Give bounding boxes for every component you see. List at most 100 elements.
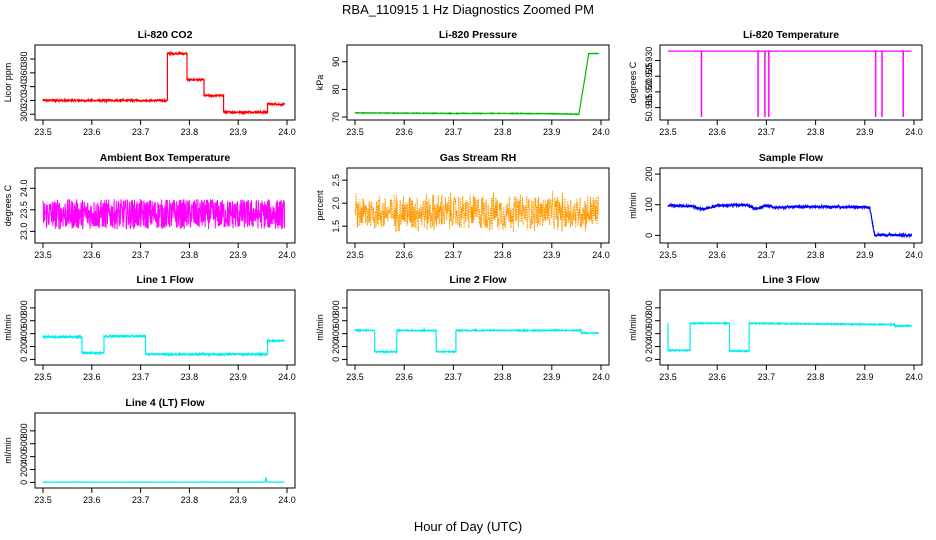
y-axis-label: degrees C — [3, 184, 13, 226]
panel-title: Li-820 CO2 — [138, 29, 193, 41]
x-tick-label: 24.0 — [905, 372, 923, 382]
panel-frame — [659, 167, 923, 244]
x-tick-label: 23.6 — [708, 127, 726, 137]
series-sample — [667, 202, 913, 239]
y-tick-label: 400 — [644, 326, 654, 341]
panel-line2: Line 2 Flow 23.5 23.6 23.7 23.8 23.9 24.0 0 2004… — [315, 274, 610, 382]
series-line — [42, 333, 286, 358]
y-tick-label: 24.0 — [19, 179, 29, 197]
x-tick-label: 23.9 — [543, 372, 561, 382]
y-tick-label: 800 — [644, 300, 654, 315]
y-tick-label: 200 — [19, 462, 29, 477]
x-tick-label: 24.0 — [278, 372, 296, 382]
x-tick-label: 23.8 — [807, 250, 825, 260]
x-tick-label: 23.5 — [659, 372, 677, 382]
y-tick-label: 80 — [331, 84, 341, 94]
x-tick-label: 23.6 — [708, 372, 726, 382]
y-tick-label: 100 — [644, 197, 654, 212]
panel-ambient: Ambient Box Temperature 23.5 23.6 23.7 23.8 2… — [3, 152, 296, 260]
figure-title: RBA_110915 1 Hz Diagnostics Zoomed PM — [342, 2, 594, 17]
x-tick-label: 23.5 — [34, 495, 52, 505]
y-tick-label: 800 — [331, 300, 341, 315]
y-tick-label: 1.5 — [331, 220, 341, 233]
panel-sample: Sample Flow 23.5 23.6 23.7 23.8 23.9 24.0 0 100 2… — [628, 152, 923, 260]
y-axis-label: percent — [315, 190, 325, 221]
series-line — [354, 327, 600, 355]
y-tick-label: 23.0 — [19, 223, 29, 241]
x-tick-label: 23.7 — [132, 127, 150, 137]
x-tick-label: 23.5 — [659, 127, 677, 137]
x-tick-label: 23.6 — [83, 495, 101, 505]
series-rh — [354, 191, 599, 233]
y-tick-label: 600 — [644, 313, 654, 328]
panel-title: Line 4 (LT) Flow — [125, 397, 205, 409]
x-tick-label: 24.0 — [592, 127, 610, 137]
panel-title: Line 1 Flow — [136, 274, 194, 286]
x-tick-label: 24.0 — [278, 127, 296, 137]
y-tick-label: 0 — [19, 357, 29, 362]
x-tick-label: 23.7 — [445, 250, 463, 260]
y-tick-label: 600 — [19, 436, 29, 451]
x-tick-label: 23.7 — [132, 250, 150, 260]
y-tick-label: 400 — [19, 449, 29, 464]
x-tick-label: 23.8 — [181, 372, 199, 382]
x-tick-label: 24.0 — [278, 250, 296, 260]
y-tick-label: 0 — [19, 480, 29, 485]
series-ambient — [42, 198, 286, 231]
y-tick-label: 50.930 — [644, 47, 654, 75]
series-co2 — [42, 50, 286, 116]
panel-title: Line 2 Flow — [449, 274, 507, 286]
panel-line3: Line 3 Flow 23.5 23.6 23.7 23.8 23.9 24.0 0 2004… — [628, 274, 923, 382]
panel-title: Sample Flow — [759, 152, 824, 164]
y-axis-label: ml/min — [315, 314, 325, 341]
panel-frame — [34, 167, 296, 244]
panel-pressure: Li-820 Pressure 23.5 23.6 23.7 23.8 23.9 24.0 7… — [315, 29, 610, 137]
panel-line4: Line 4 (LT) Flow 23.5 23.6 23.7 23.8 23.9 24.0… — [3, 397, 296, 505]
y-tick-label: 0 — [644, 233, 654, 238]
x-axis-label: Hour of Day (UTC) — [414, 519, 522, 534]
x-tick-label: 23.9 — [856, 372, 874, 382]
panel-title: Gas Stream RH — [440, 152, 516, 164]
series-line3 — [667, 320, 913, 354]
x-tick-label: 23.7 — [132, 372, 150, 382]
x-tick-label: 23.9 — [856, 250, 874, 260]
x-tick-label: 23.9 — [543, 250, 561, 260]
x-tick-label: 23.8 — [181, 127, 199, 137]
panel-co2: Li-820 CO2 23.5 23.6 23.7 23.8 23.9 24.0 300320… — [3, 29, 296, 137]
x-tick-label: 24.0 — [278, 495, 296, 505]
series-line — [42, 198, 286, 231]
y-tick-label: 380 — [19, 52, 29, 67]
x-tick-label: 23.8 — [494, 127, 512, 137]
x-tick-label: 23.5 — [346, 127, 364, 137]
series-points — [354, 191, 599, 233]
series-line — [42, 477, 285, 484]
x-tick-label: 23.7 — [758, 250, 776, 260]
y-tick-label: 320 — [19, 93, 29, 108]
x-tick-label: 23.6 — [395, 372, 413, 382]
x-tick-label: 23.7 — [445, 372, 463, 382]
y-tick-label: 600 — [19, 313, 29, 328]
x-tick-label: 23.6 — [83, 250, 101, 260]
y-tick-label: 2.5 — [331, 174, 341, 187]
series-pressure — [354, 52, 600, 116]
y-tick-label: 70 — [331, 112, 341, 122]
panels: Li-820 CO2 23.5 23.6 23.7 23.8 23.9 24.0 300320… — [3, 29, 923, 505]
panel-line1: Line 1 Flow 23.5 23.6 23.7 23.8 23.9 24.0 0 2004… — [3, 274, 296, 382]
y-tick-label: 0 — [331, 357, 341, 362]
y-axis-label: degrees C — [628, 61, 638, 103]
y-axis-label: ml/min — [3, 437, 13, 464]
x-tick-label: 23.9 — [229, 495, 247, 505]
y-axis-label: ml/min — [3, 314, 13, 341]
panel-title: Ambient Box Temperature — [100, 152, 231, 164]
panel-temperature: Li-820 Temperature 23.5 23.6 23.7 23.8 23.9 24… — [628, 29, 923, 137]
y-tick-label: 23.5 — [19, 201, 29, 219]
series-line4 — [42, 477, 285, 484]
x-tick-label: 23.7 — [758, 372, 776, 382]
panel-rh: Gas Stream RH 23.5 23.6 23.7 23.8 23.9 24.0 1.5… — [315, 152, 610, 260]
y-tick-label: 600 — [331, 313, 341, 328]
y-tick-label: 800 — [19, 300, 29, 315]
x-tick-label: 23.8 — [807, 127, 825, 137]
y-tick-label: 200 — [644, 167, 654, 182]
